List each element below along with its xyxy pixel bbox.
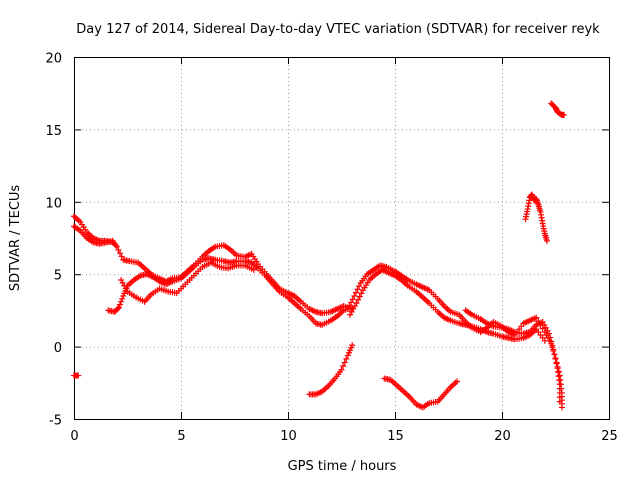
data-point	[118, 253, 125, 260]
data-point	[338, 366, 345, 373]
data-point	[551, 351, 558, 358]
data-point	[117, 250, 124, 257]
data-point	[549, 342, 556, 349]
data-point	[353, 300, 360, 307]
data-point	[349, 342, 356, 349]
chart-title: Day 127 of 2014, Sidereal Day-to-day VTE…	[76, 22, 600, 37]
series-track-i	[381, 375, 461, 411]
series-track-b	[71, 213, 116, 246]
y-tick-label: 15	[45, 124, 62, 139]
plot-frame	[74, 57, 610, 420]
grid	[74, 57, 609, 419]
data-point	[352, 289, 359, 296]
data-point	[344, 305, 351, 312]
data-point	[343, 355, 350, 362]
y-tick-labels: -5 0 5 10 15 20	[45, 52, 62, 429]
data-point	[543, 237, 550, 244]
data-point	[118, 298, 125, 305]
x-tick-label: 0	[70, 429, 78, 444]
data-point	[354, 286, 361, 293]
data-point	[358, 290, 365, 297]
y-tick-label: 5	[54, 269, 62, 284]
x-tick-label: 5	[177, 429, 185, 444]
data-point	[346, 302, 353, 309]
x-axis-title: GPS time / hours	[288, 459, 397, 474]
series-track-j	[522, 191, 550, 244]
axis-ticks	[74, 57, 610, 420]
data-point	[117, 301, 124, 308]
data-point	[533, 314, 540, 321]
series-track-l	[71, 372, 82, 379]
y-tick-label: 0	[54, 341, 62, 356]
data-series	[71, 100, 568, 411]
data-point	[340, 363, 347, 370]
x-tick-labels: 0 5 10 15 20 25	[70, 429, 617, 444]
series-track-h	[306, 342, 356, 398]
data-point	[552, 355, 559, 362]
data-point	[115, 246, 122, 253]
data-point	[75, 372, 82, 379]
data-point	[113, 243, 120, 250]
data-point	[556, 398, 563, 405]
data-point	[114, 305, 121, 312]
data-point	[546, 330, 553, 337]
series-track-c	[105, 255, 356, 328]
data-point	[119, 295, 126, 302]
series-track-g	[462, 307, 563, 405]
data-point	[561, 111, 568, 118]
x-tick-label: 25	[601, 429, 618, 444]
data-point	[548, 338, 555, 345]
series-track-k	[548, 100, 568, 118]
data-point	[341, 359, 348, 366]
data-point	[351, 292, 358, 299]
x-tick-label: 15	[387, 429, 404, 444]
x-tick-label: 20	[494, 429, 511, 444]
series-track-a	[71, 223, 356, 317]
data-point	[547, 334, 554, 341]
series-track-d	[118, 259, 257, 305]
data-point	[356, 293, 363, 300]
y-tick-label: 10	[45, 196, 62, 211]
data-point	[558, 404, 565, 411]
data-point	[349, 296, 356, 303]
y-tick-label: -5	[49, 414, 62, 429]
data-point	[250, 266, 257, 273]
data-point	[454, 378, 461, 385]
y-axis-title: SDTVAR / TECUs	[8, 185, 23, 292]
data-point	[109, 239, 116, 246]
data-point	[115, 304, 122, 311]
data-point	[348, 299, 355, 306]
data-point	[539, 325, 546, 332]
y-tick-label: 20	[45, 52, 62, 67]
data-point	[356, 283, 363, 290]
data-point	[553, 360, 560, 367]
data-point	[550, 346, 557, 353]
data-point	[355, 296, 362, 303]
x-tick-label: 10	[280, 429, 297, 444]
